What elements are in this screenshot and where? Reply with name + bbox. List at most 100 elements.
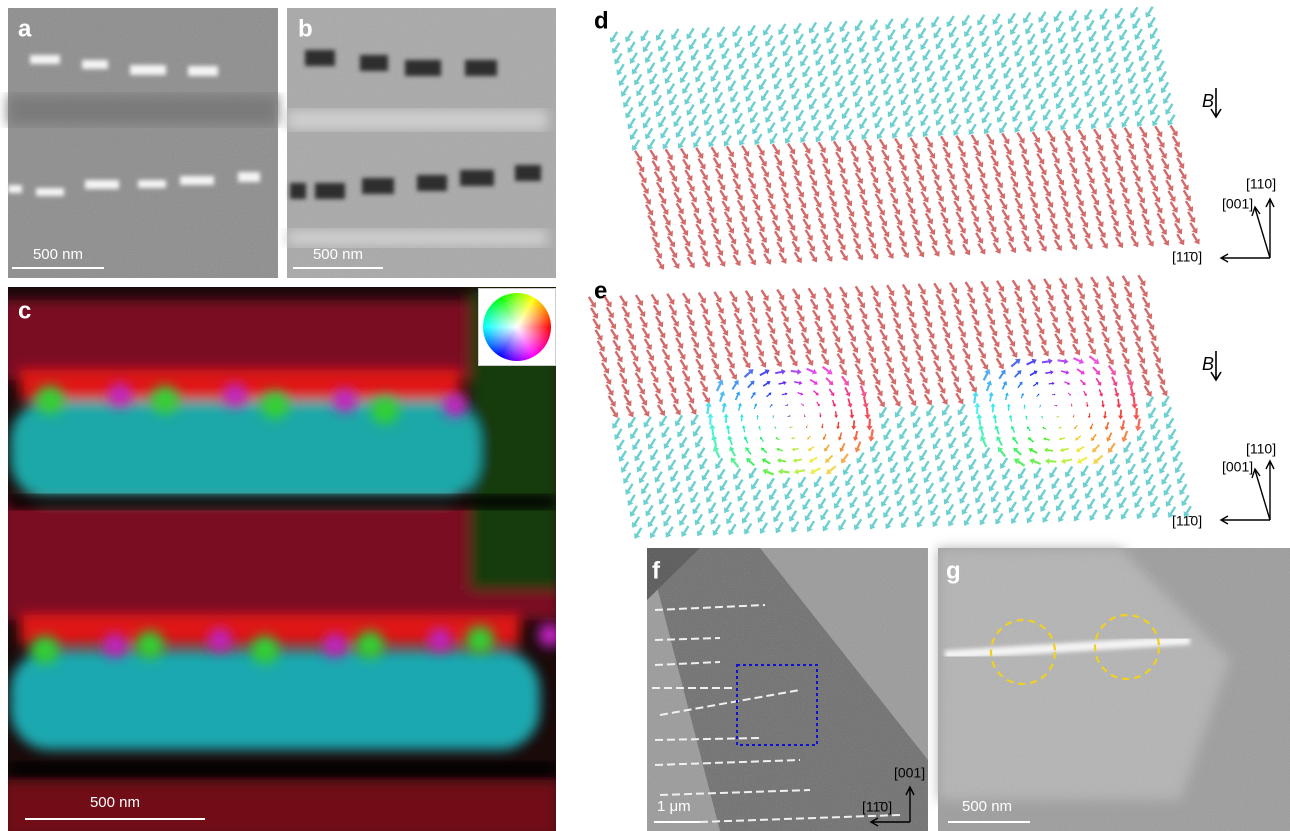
spin-arrow [1089,423,1095,430]
spin-arrow [935,381,948,396]
spin-arrow [995,445,1008,459]
spin-arrow [1008,415,1013,422]
spin-arrow [1010,435,1019,445]
spin-arrow [864,408,871,420]
spin-arrow [1079,309,1092,324]
spin-arrow [711,444,723,459]
spin-arrow [1039,344,1052,359]
spin-arrow [1052,238,1065,253]
spin-arrow [915,360,928,375]
spin-arrow [754,344,767,359]
spin-arrow [884,361,897,376]
spin-arrow [827,388,836,398]
spin-arrow [855,296,868,311]
spin-arrow [967,380,980,395]
spin-arrow [777,457,787,464]
spin-arrow [873,306,886,321]
spin-arrow [782,392,788,396]
spin-arrow [859,318,872,333]
spin-arrow [967,302,980,317]
magenta-spot [223,383,247,407]
spin-arrow [1095,308,1108,323]
spin-arrow [1088,275,1101,290]
spin-arrow [803,353,816,368]
spin-arrow [1013,368,1024,379]
spin-arrow [1066,320,1079,335]
spin-arrow [904,305,917,320]
spin-arrow [916,282,929,297]
spin-arrow [1029,369,1039,378]
spin-arrow [816,401,821,407]
spin-arrow [1087,354,1101,367]
spin-arrow [1077,298,1090,313]
spin-arrow [977,512,990,527]
spin-arrow [994,435,1004,447]
spin-arrow [669,256,682,271]
spin-arrow [787,415,791,418]
spin-arrow [1052,393,1056,395]
green-spot [36,386,64,414]
spin-arrow [747,311,760,326]
spin-arrow [924,326,937,341]
spin-arrow [710,523,723,538]
spin-arrow [758,426,762,431]
spin-arrow [1054,343,1067,358]
spin-arrow [1104,421,1111,430]
magenta-spot [333,388,357,412]
spin-arrow [824,376,835,387]
spin-arrow [787,354,800,369]
spin-arrow [1025,357,1038,367]
spin-arrow [1140,295,1153,310]
spin-arrow [992,414,998,424]
spin-arrow [1118,410,1124,420]
spin-arrow [1004,392,1010,401]
spin-arrow [610,338,623,353]
spin-arrow [733,390,742,401]
spin-arrow [984,379,993,392]
spin-arrow [971,391,979,404]
spin-arrow [727,367,740,382]
spin-arrow [717,390,726,403]
spin-arrow [904,382,917,397]
spin-arrow [882,350,895,365]
spin-arrow [888,383,901,398]
spin-arrow [871,295,884,310]
color-wheel-disc [483,293,551,361]
spin-arrow [1008,511,1021,526]
spin-arrow [1131,397,1138,409]
spin-arrow [732,311,745,326]
spin-arrow [759,436,765,443]
spin-arrow [626,338,639,353]
spin-arrow [1061,298,1074,313]
spin-arrow [1113,235,1126,250]
spin-arrow [808,297,821,312]
spin-arrow [743,446,753,456]
spin-arrow [637,315,650,330]
spin-arrow [1010,278,1023,293]
spin-arrow [848,340,861,355]
direction-label: [001] [894,765,925,781]
spin-arrow [1144,234,1157,249]
spin-arrow [883,516,896,531]
spin-arrow [914,515,927,530]
spin-arrow [718,323,731,338]
spin-arrow [760,446,769,454]
spin-arrow [834,411,839,418]
spin-arrow [922,315,935,330]
spin-arrow [1001,312,1014,327]
spin-arrow [1009,356,1022,369]
spin-arrow [691,346,704,361]
spin-arrow [930,514,943,529]
spin-arrow [1059,436,1066,441]
spin-arrow [1104,275,1117,290]
spin-arrow [646,359,659,374]
spin-arrow [822,443,831,452]
spin-arrow [603,383,616,398]
scale-bar-label: 1 μm [657,798,691,815]
panel-label: f [652,557,661,584]
spin-arrow [976,346,989,361]
spin-arrow [893,327,906,342]
spin-arrow [807,250,820,265]
spin-arrow [868,362,881,377]
green-spot [261,391,289,419]
